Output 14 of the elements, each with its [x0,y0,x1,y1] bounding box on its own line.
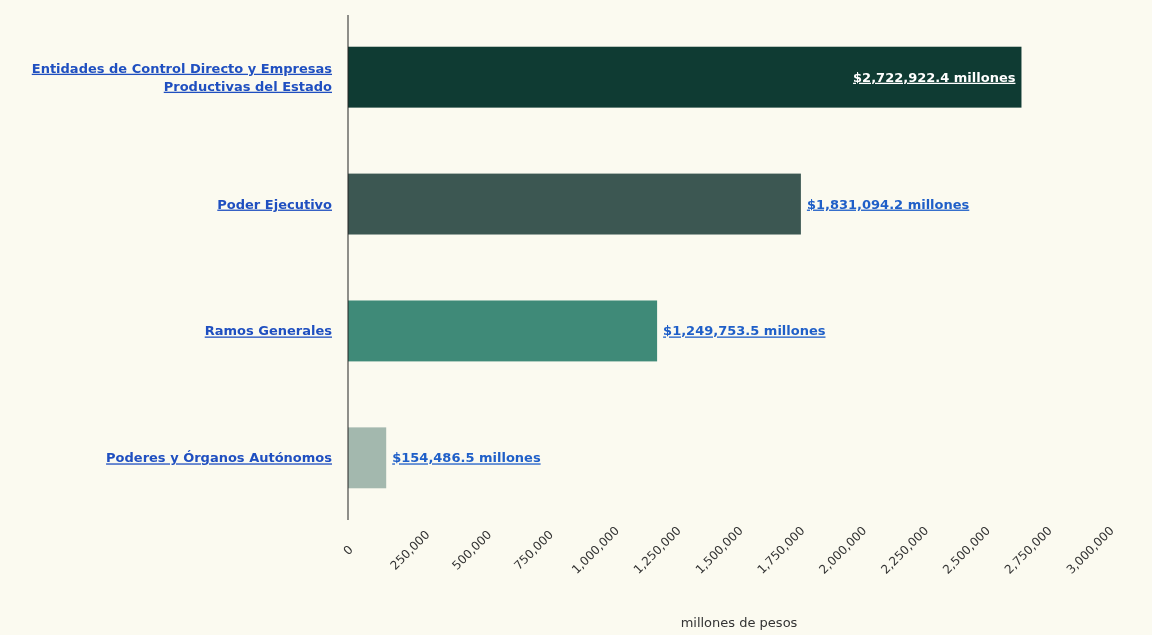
data-label: $154,486.5 millones [392,450,541,466]
data-label: $1,831,094.2 millones [806,196,970,212]
data-label: $2,722,922.4 millones [853,69,1016,85]
bar [348,173,801,235]
bar [348,46,1022,108]
data-label: $1,249,753.5 millones [663,323,826,339]
y-tick-label: Ramos Generales [204,323,333,339]
y-tick-label: Entidades de Control Directo y Empresas Productivas del Estado [31,60,333,94]
bar [348,427,387,489]
x-tick-label: 0 [340,542,356,558]
y-tick-label: Poder Ejecutivo [217,196,333,212]
y-tick-label: Poderes y Órganos Autónomos [106,450,333,466]
bar [348,300,658,362]
x-axis-title: millones de pesos [680,615,798,630]
